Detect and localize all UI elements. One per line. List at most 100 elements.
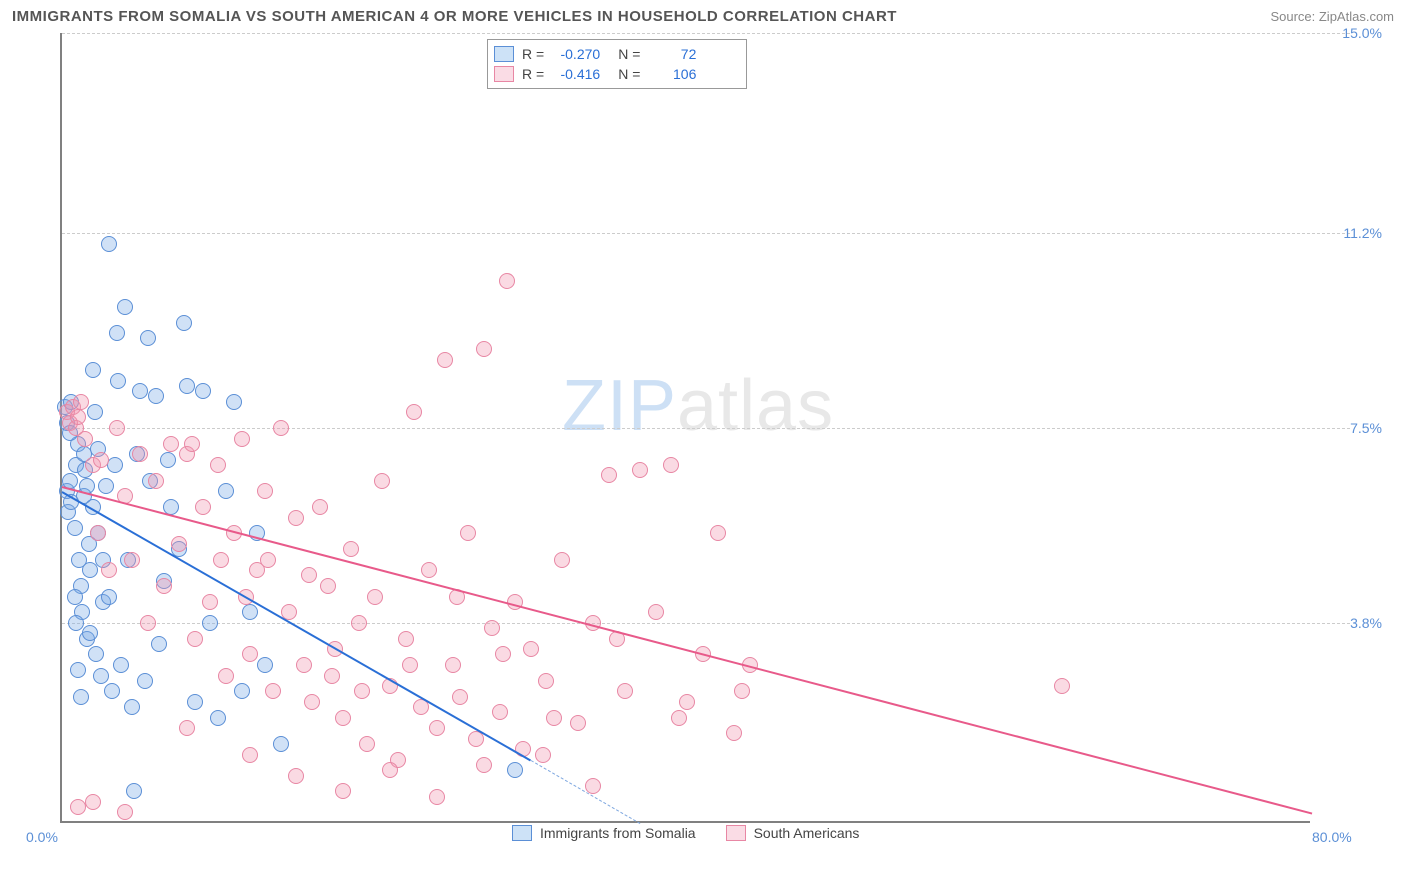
y-tick-label: 7.5% <box>1350 420 1382 436</box>
scatter-point <box>202 594 218 610</box>
scatter-point <box>93 452 109 468</box>
grid-line <box>62 33 1350 34</box>
n-value: 72 <box>648 46 696 62</box>
scatter-point <box>187 631 203 647</box>
scatter-point <box>679 694 695 710</box>
scatter-point <box>68 615 84 631</box>
scatter-point <box>176 315 192 331</box>
scatter-point <box>218 483 234 499</box>
x-tick-label: 80.0% <box>1312 829 1352 845</box>
scatter-point <box>124 699 140 715</box>
scatter-point <box>137 673 153 689</box>
n-label: N = <box>618 46 640 62</box>
scatter-point <box>296 657 312 673</box>
scatter-point <box>367 589 383 605</box>
scatter-point <box>1054 678 1070 694</box>
chart-title: IMMIGRANTS FROM SOMALIA VS SOUTH AMERICA… <box>12 8 897 25</box>
scatter-point <box>710 525 726 541</box>
scatter-point <box>210 710 226 726</box>
legend-swatch <box>512 825 532 841</box>
scatter-point <box>734 683 750 699</box>
scatter-point <box>617 683 633 699</box>
scatter-point <box>85 794 101 810</box>
scatter-point <box>242 646 258 662</box>
scatter-point <box>90 525 106 541</box>
scatter-point <box>101 562 117 578</box>
scatter-point <box>202 615 218 631</box>
scatter-point <box>195 499 211 515</box>
scatter-point <box>351 615 367 631</box>
scatter-point <box>257 483 273 499</box>
scatter-point <box>156 578 172 594</box>
y-tick-label: 11.2% <box>1343 225 1382 241</box>
r-label: R = <box>522 46 544 62</box>
legend-item: Immigrants from Somalia <box>512 825 696 841</box>
scatter-point <box>324 668 340 684</box>
scatter-point <box>110 373 126 389</box>
scatter-point <box>507 762 523 778</box>
trend-line <box>530 760 640 824</box>
scatter-point <box>67 589 83 605</box>
scatter-point <box>151 636 167 652</box>
r-value: -0.270 <box>552 46 600 62</box>
scatter-point <box>492 704 508 720</box>
scatter-point <box>312 499 328 515</box>
scatter-point <box>140 330 156 346</box>
scatter-point <box>117 299 133 315</box>
n-label: N = <box>618 66 640 82</box>
scatter-point <box>242 604 258 620</box>
scatter-point <box>234 431 250 447</box>
grid-line <box>62 428 1350 429</box>
scatter-point <box>288 768 304 784</box>
scatter-point <box>476 341 492 357</box>
scatter-point <box>429 720 445 736</box>
scatter-point <box>523 641 539 657</box>
watermark-zip: ZIP <box>562 366 677 446</box>
scatter-point <box>429 789 445 805</box>
scatter-point <box>421 562 437 578</box>
scatter-point <box>663 457 679 473</box>
scatter-point <box>726 725 742 741</box>
scatter-point <box>437 352 453 368</box>
legend-swatch <box>494 46 514 62</box>
scatter-point <box>126 783 142 799</box>
scatter-point <box>171 536 187 552</box>
scatter-point <box>213 552 229 568</box>
scatter-point <box>163 436 179 452</box>
legend-label: South Americans <box>754 825 860 841</box>
scatter-point <box>70 662 86 678</box>
scatter-point <box>160 452 176 468</box>
scatter-point <box>402 657 418 673</box>
scatter-point <box>273 420 289 436</box>
scatter-point <box>88 646 104 662</box>
scatter-point <box>495 646 511 662</box>
scatter-point <box>101 236 117 252</box>
scatter-point <box>499 273 515 289</box>
scatter-point <box>484 620 500 636</box>
scatter-point <box>107 457 123 473</box>
scatter-point <box>104 683 120 699</box>
scatter-point <box>554 552 570 568</box>
scatter-point <box>98 478 114 494</box>
scatter-point <box>374 473 390 489</box>
scatter-point <box>648 604 664 620</box>
scatter-point <box>195 383 211 399</box>
scatter-point <box>601 467 617 483</box>
scatter-point <box>184 436 200 452</box>
scatter-point <box>82 625 98 641</box>
scatter-point <box>148 473 164 489</box>
scatter-point <box>70 409 86 425</box>
stats-legend: R =-0.270N =72R =-0.416N =106 <box>487 39 747 89</box>
scatter-point <box>406 404 422 420</box>
scatter-point <box>260 552 276 568</box>
scatter-point <box>288 510 304 526</box>
scatter-point <box>77 431 93 447</box>
scatter-point <box>538 673 554 689</box>
scatter-point <box>148 388 164 404</box>
scatter-point <box>546 710 562 726</box>
plot-area: ZIPatlas 3.8%7.5%11.2%15.0%0.0%80.0%R =-… <box>60 33 1310 823</box>
scatter-point <box>335 783 351 799</box>
scatter-point <box>301 567 317 583</box>
legend-swatch <box>494 66 514 82</box>
y-tick-label: 3.8% <box>1350 615 1382 631</box>
